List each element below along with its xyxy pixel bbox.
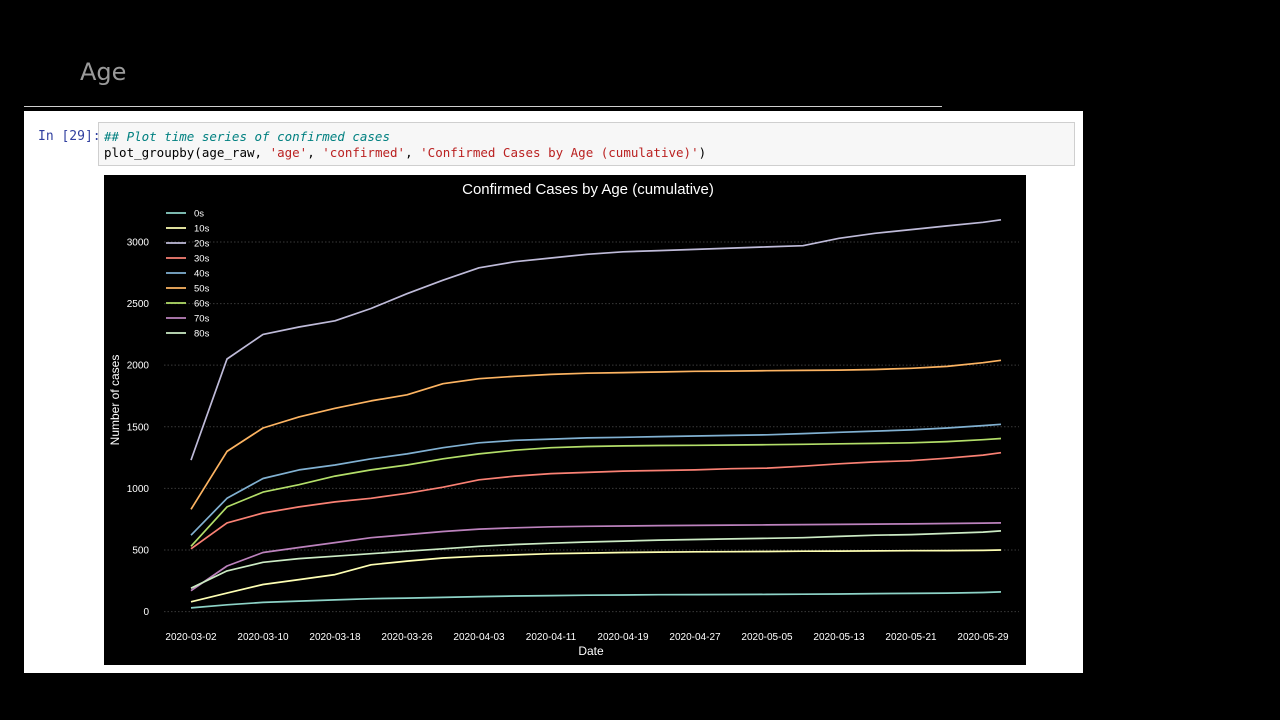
series-line-10s: [190, 549, 1002, 603]
x-tick-labels: 2020-03-02 2020-03-10 2020-03-18 2020-03-26…: [165, 632, 1009, 643]
series-line-70s: [190, 522, 1002, 592]
x-axis-label: Date: [578, 644, 604, 658]
x-tick-label: 2020-05-05: [741, 632, 793, 643]
code-close-paren: ): [698, 145, 707, 160]
code-separator: ,: [307, 145, 323, 160]
x-tick-label: 2020-05-13: [813, 632, 865, 643]
series-line-0s: [190, 591, 1002, 609]
y-tick-label: 1500: [127, 422, 150, 433]
legend-label: 70s: [194, 314, 210, 325]
series-line-30s: [190, 451, 1002, 550]
series-lines: [190, 218, 1002, 609]
y-tick-label: 1000: [127, 484, 150, 495]
x-tick-label: 2020-03-10: [237, 632, 289, 643]
input-prompt: In [29]:: [38, 129, 101, 144]
section-heading: Age: [80, 58, 127, 86]
x-tick-label: 2020-03-26: [381, 632, 433, 643]
y-tick-label: 2000: [127, 361, 150, 372]
legend-label: 30s: [194, 254, 210, 265]
code-comment: ## Plot time series of confirmed cases: [104, 129, 390, 144]
legend-label: 10s: [194, 224, 210, 235]
line-chart: Confirmed Cases by Age (cumulative) Date…: [108, 181, 1019, 658]
y-tick-labels: 0 500 1000 1500 2000 2500 3000: [127, 237, 150, 618]
x-tick-label: 2020-04-19: [597, 632, 649, 643]
series-line-80s: [190, 530, 1002, 589]
series-line-50s: [190, 359, 1002, 510]
x-tick-label: 2020-03-02: [165, 632, 217, 643]
y-tick-label: 0: [143, 607, 149, 618]
y-tick-label: 500: [132, 546, 149, 557]
y-tick-label: 2500: [127, 299, 150, 310]
x-tick-label: 2020-05-21: [885, 632, 937, 643]
series-line-60s: [190, 437, 1002, 547]
x-tick-label: 2020-04-11: [526, 632, 577, 643]
output-area: Confirmed Cases by Age (cumulative) Date…: [104, 175, 1026, 665]
chart-legend: 0s 10s 20s 30s 40s 50s 60s 70s 80s: [166, 209, 210, 340]
legend-label: 40s: [194, 269, 210, 280]
code-function-call: plot_groupby(age_raw,: [104, 145, 270, 160]
x-tick-label: 2020-05-29: [957, 632, 1009, 643]
chart-title: Confirmed Cases by Age (cumulative): [462, 181, 714, 198]
y-axis-label: Number of cases: [108, 355, 122, 446]
notebook-cell-container: In [29]: ## Plot time series of confirme…: [24, 111, 1083, 673]
legend-label: 20s: [194, 239, 210, 250]
code-string-confirmed: 'confirmed': [322, 145, 406, 160]
gridlines: [164, 241, 1019, 613]
legend-label: 80s: [194, 329, 210, 340]
x-tick-label: 2020-03-18: [309, 632, 361, 643]
series-line-40s: [190, 423, 1002, 536]
legend-label: 0s: [194, 209, 204, 220]
heading-divider: [24, 106, 942, 107]
x-tick-label: 2020-04-27: [669, 632, 721, 643]
code-separator: ,: [405, 145, 421, 160]
series-line-20s: [190, 218, 1002, 461]
y-tick-label: 3000: [127, 237, 150, 248]
legend-label: 60s: [194, 299, 210, 310]
legend-label: 50s: [194, 284, 210, 295]
x-tick-label: 2020-04-03: [453, 632, 505, 643]
code-string-age: 'age': [269, 145, 308, 160]
code-string-title: 'Confirmed Cases by Age (cumulative)': [420, 145, 699, 160]
code-line: plot_groupby(age_raw, 'age', 'confirmed'…: [104, 145, 1069, 161]
code-input-cell[interactable]: ## Plot time series of confirmed cases p…: [98, 122, 1075, 166]
